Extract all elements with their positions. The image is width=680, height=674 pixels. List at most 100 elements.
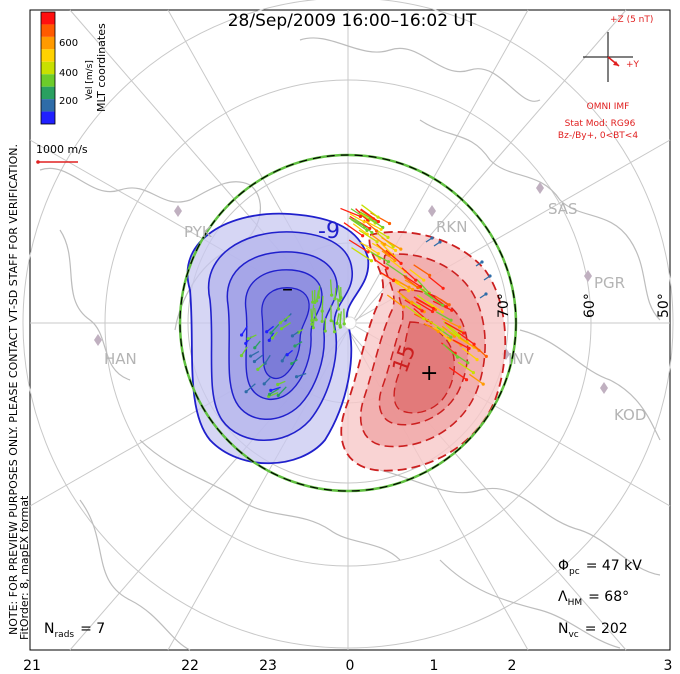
- velocity-vector-origin: [462, 331, 466, 335]
- radar-label-rkn: RKN: [436, 218, 467, 236]
- velocity-vector-origin: [335, 321, 339, 325]
- velocity-vector: [469, 373, 484, 385]
- colorbar-block: [41, 36, 55, 50]
- velocity-vector-origin: [475, 357, 479, 362]
- coast-greenland-n: [299, 37, 541, 102]
- velocity-vector: [360, 241, 379, 255]
- velocity-vector-origin: [410, 301, 414, 305]
- colorbar-block: [41, 12, 55, 25]
- colorbar-block: [41, 49, 55, 62]
- velocity-vectors: [239, 204, 492, 398]
- velocity-vector: [270, 323, 280, 334]
- latitude-label-70: 70°: [496, 293, 512, 318]
- velocity-vector-origin: [269, 388, 273, 392]
- velocity-vector-origin: [393, 248, 398, 253]
- velocity-vector: [280, 315, 291, 324]
- velocity-vector: [444, 321, 464, 334]
- radar-site-han: [94, 334, 102, 346]
- velocity-vector-origin: [428, 273, 432, 277]
- radar-site-pyk: [174, 205, 182, 217]
- velocity-vector: [433, 326, 451, 341]
- velocity-vector-origin: [488, 274, 492, 278]
- colorbar-tick-400: 400: [59, 68, 78, 79]
- radar-label-han: HAN: [104, 350, 137, 368]
- velocity-vector-origin: [267, 392, 272, 396]
- velocity-vector: [373, 258, 388, 269]
- velocity-vector: [281, 322, 291, 330]
- velocity-vector-origin: [262, 382, 266, 386]
- velocity-vector: [351, 247, 372, 262]
- coast-alaska: [59, 229, 131, 381]
- map-stats: Φpc = 47 kV ΛHM = 68° Nvc = 202 Nrads = 7: [44, 558, 642, 640]
- velocity-vector: [401, 267, 417, 281]
- velocity-vector-origin: [323, 329, 327, 333]
- velocity-vector-origin: [290, 334, 295, 338]
- velocity-vector-origin: [430, 236, 434, 240]
- velocity-vector-origin: [416, 285, 420, 290]
- velocity-vector: [385, 249, 402, 264]
- velocity-vector: [452, 339, 470, 349]
- velocity-vector-origin: [449, 318, 453, 322]
- scale-vector: 1000 m/s: [36, 143, 88, 164]
- velocity-vector: [316, 290, 320, 301]
- coords-label: MLT coordinates: [95, 23, 108, 112]
- colorbar-frame: [40, 11, 56, 125]
- velocity-vector-origin: [276, 382, 280, 387]
- velocity-vector-origin: [455, 355, 460, 359]
- velocity-vector-origin: [278, 321, 283, 325]
- mlt-label-23: 23: [259, 658, 277, 674]
- radar-label-sas: SAS: [548, 200, 578, 218]
- velocity-vector-origin: [449, 335, 453, 339]
- velocity-vector: [332, 320, 336, 332]
- imf-y-label: +Y: [626, 60, 640, 70]
- velocity-vector: [413, 296, 434, 310]
- velocity-vector-origin: [265, 330, 269, 334]
- velocity-vector-origin: [481, 382, 485, 386]
- velocity-vector: [472, 343, 487, 357]
- velocity-vector-origin: [472, 342, 476, 346]
- velocity-vector: [349, 213, 365, 223]
- velocity-vector-origin: [430, 309, 435, 314]
- velocity-vector-origin: [411, 287, 415, 292]
- velocity-vector: [312, 317, 315, 328]
- latitude-label-50: 50°: [656, 293, 672, 318]
- velocity-vector: [352, 223, 368, 235]
- velocity-vector-origin: [366, 250, 370, 254]
- velocity-vector-origin: [393, 258, 397, 263]
- velocity-vector: [317, 285, 321, 298]
- pole-marker: [343, 316, 357, 330]
- velocity-vector: [329, 279, 333, 296]
- radar-site-rkn: [428, 205, 436, 217]
- velocity-vector-origin: [239, 333, 244, 337]
- velocity-vector: [424, 292, 444, 306]
- scale-vector-dot: [36, 160, 40, 164]
- velocity-vector-origin: [339, 296, 343, 300]
- velocity-vector: [379, 271, 394, 282]
- velocity-vector: [403, 274, 421, 288]
- mlt-label-2: 2: [508, 658, 517, 674]
- velocity-vector-origin: [269, 331, 273, 335]
- velocity-vector-origin: [480, 260, 484, 264]
- velocity-vector-origin: [244, 390, 248, 394]
- coast-russia-east: [139, 439, 401, 561]
- velocity-vector: [334, 287, 337, 299]
- velocity-vector-origin: [294, 375, 299, 379]
- velocity-vector: [393, 277, 413, 291]
- velocity-vector-origin: [333, 297, 337, 301]
- velocity-vector: [457, 361, 474, 374]
- radar-label-pyk: PYK: [184, 223, 213, 241]
- velocity-vector: [370, 251, 389, 263]
- velocity-vector-origin: [422, 278, 426, 282]
- velocity-vector: [368, 217, 384, 229]
- radar-site-kod: [600, 382, 608, 394]
- velocity-vector-origin: [338, 298, 342, 302]
- velocity-vector: [435, 311, 452, 321]
- velocity-vector-origin: [484, 292, 488, 296]
- velocity-vector-origin: [406, 289, 411, 293]
- coast-siberia: [379, 469, 661, 576]
- velocity-vector-origin: [374, 229, 379, 233]
- velocity-vector: [241, 325, 248, 336]
- velocity-vector: [380, 242, 395, 257]
- radar-sites: [94, 182, 608, 394]
- velocity-vector-origin: [399, 247, 403, 251]
